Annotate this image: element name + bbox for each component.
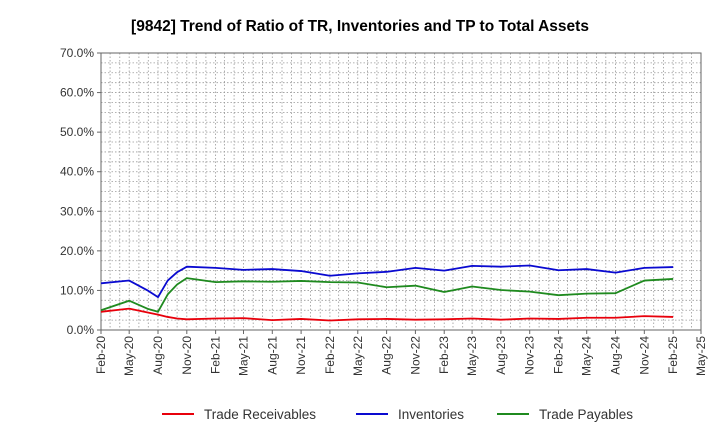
y-tick-label: 10.0% [60,283,94,297]
x-tick-label: May-20 [122,336,136,376]
x-tick-label: Feb-24 [552,336,566,374]
x-tick-label: May-22 [351,336,365,376]
x-tick-label: Aug-24 [609,336,623,375]
x-tick-label: May-23 [465,336,479,376]
legend-label: Trade Payables [539,407,633,422]
legend-label: Inventories [398,407,464,422]
legend-label: Trade Receivables [204,407,316,422]
y-tick-label: 60.0% [60,86,94,100]
y-tick-label: 40.0% [60,165,94,179]
x-tick-label: Feb-20 [94,336,108,374]
x-axis: Feb-20 May-20 Aug-20 Nov-20 Feb-21 May-21 Aug-… [94,330,708,376]
x-tick-label: Aug-23 [494,336,508,375]
x-tick-label: May-24 [580,336,594,376]
y-tick-label: 0.0% [67,323,95,337]
series-line-trade-receivables [100,307,674,322]
y-tick-label: 20.0% [60,244,94,258]
x-tick-label: Aug-20 [151,336,165,375]
x-tick-label: Nov-21 [294,336,308,375]
grid [100,52,702,331]
x-tick-label: Aug-22 [380,336,394,375]
x-tick-label: Nov-24 [637,336,651,375]
y-tick-label: 50.0% [60,125,94,139]
x-tick-label: Nov-22 [408,336,422,375]
plot-frame [100,52,702,331]
y-tick-label: 70.0% [60,46,94,60]
y-axis: 0.0% 10.0% 20.0% 30.0% 40.0% 50.0% 60.0% 70.0% [60,46,101,337]
x-tick-label: Nov-23 [523,336,537,375]
x-tick-label: Feb-21 [209,336,223,374]
x-tick-label: Feb-25 [666,336,680,374]
series-line-trade-payables [100,277,674,313]
series-group [100,264,674,322]
x-tick-label: Aug-21 [265,336,279,375]
legend: Trade Receivables Inventories Trade Payabl… [162,407,633,422]
x-tick-label: Nov-20 [180,336,194,375]
y-tick-label: 30.0% [60,204,94,218]
x-tick-label: May-21 [236,336,250,376]
series-line-inventories [100,264,674,299]
chart-title: [9842] Trend of Ratio of TR, Inventories… [131,18,589,35]
x-tick-label: Feb-23 [437,336,451,374]
x-tick-label: Feb-22 [323,336,337,374]
x-tick-label: May-25 [694,336,708,376]
